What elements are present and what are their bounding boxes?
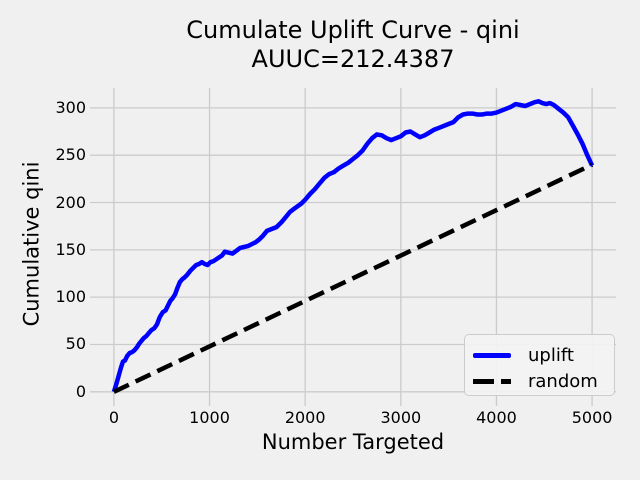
uplift-series-line <box>111 99 595 393</box>
legend-label-random: random <box>528 370 598 392</box>
y-tick-label-0: 0 <box>75 381 86 401</box>
x-tick-label-2000: 2000 <box>284 408 326 427</box>
x-tick-label-5000: 5000 <box>571 408 613 427</box>
y-tick-label-150: 150 <box>55 239 86 259</box>
random-line-swatch-icon <box>473 379 511 384</box>
x-tick-label-3000: 3000 <box>380 408 422 427</box>
legend: uplift random <box>464 334 615 396</box>
legend-label-uplift: uplift <box>528 344 574 366</box>
y-tick-label-50: 50 <box>65 334 86 354</box>
y-tick-label-100: 100 <box>55 287 86 307</box>
y-axis-label-box: Cumulative qini <box>13 94 49 394</box>
legend-item-random: random <box>473 370 614 393</box>
y-tick-label-300: 300 <box>55 97 86 117</box>
legend-item-uplift: uplift <box>473 344 614 367</box>
uplift-line-swatch-icon <box>473 353 511 358</box>
chart-title-line2: AUUC=212.4387 <box>251 45 455 73</box>
x-tick-label-4000: 4000 <box>476 408 517 427</box>
x-axis-label: Number Targeted <box>261 430 445 454</box>
x-tick-label-1000: 1000 <box>189 408 230 427</box>
x-tick-label-0: 0 <box>108 408 119 427</box>
chart-title-line1: Cumulate Uplift Curve - qini <box>186 16 520 44</box>
y-axis-label: Cumulative qini <box>19 161 43 327</box>
y-tick-label-200: 200 <box>55 192 86 212</box>
chart-title: Cumulate Uplift Curve - qini AUUC=212.43… <box>90 16 616 74</box>
y-tick-label-250: 250 <box>55 145 86 165</box>
random-series-line <box>112 162 594 394</box>
